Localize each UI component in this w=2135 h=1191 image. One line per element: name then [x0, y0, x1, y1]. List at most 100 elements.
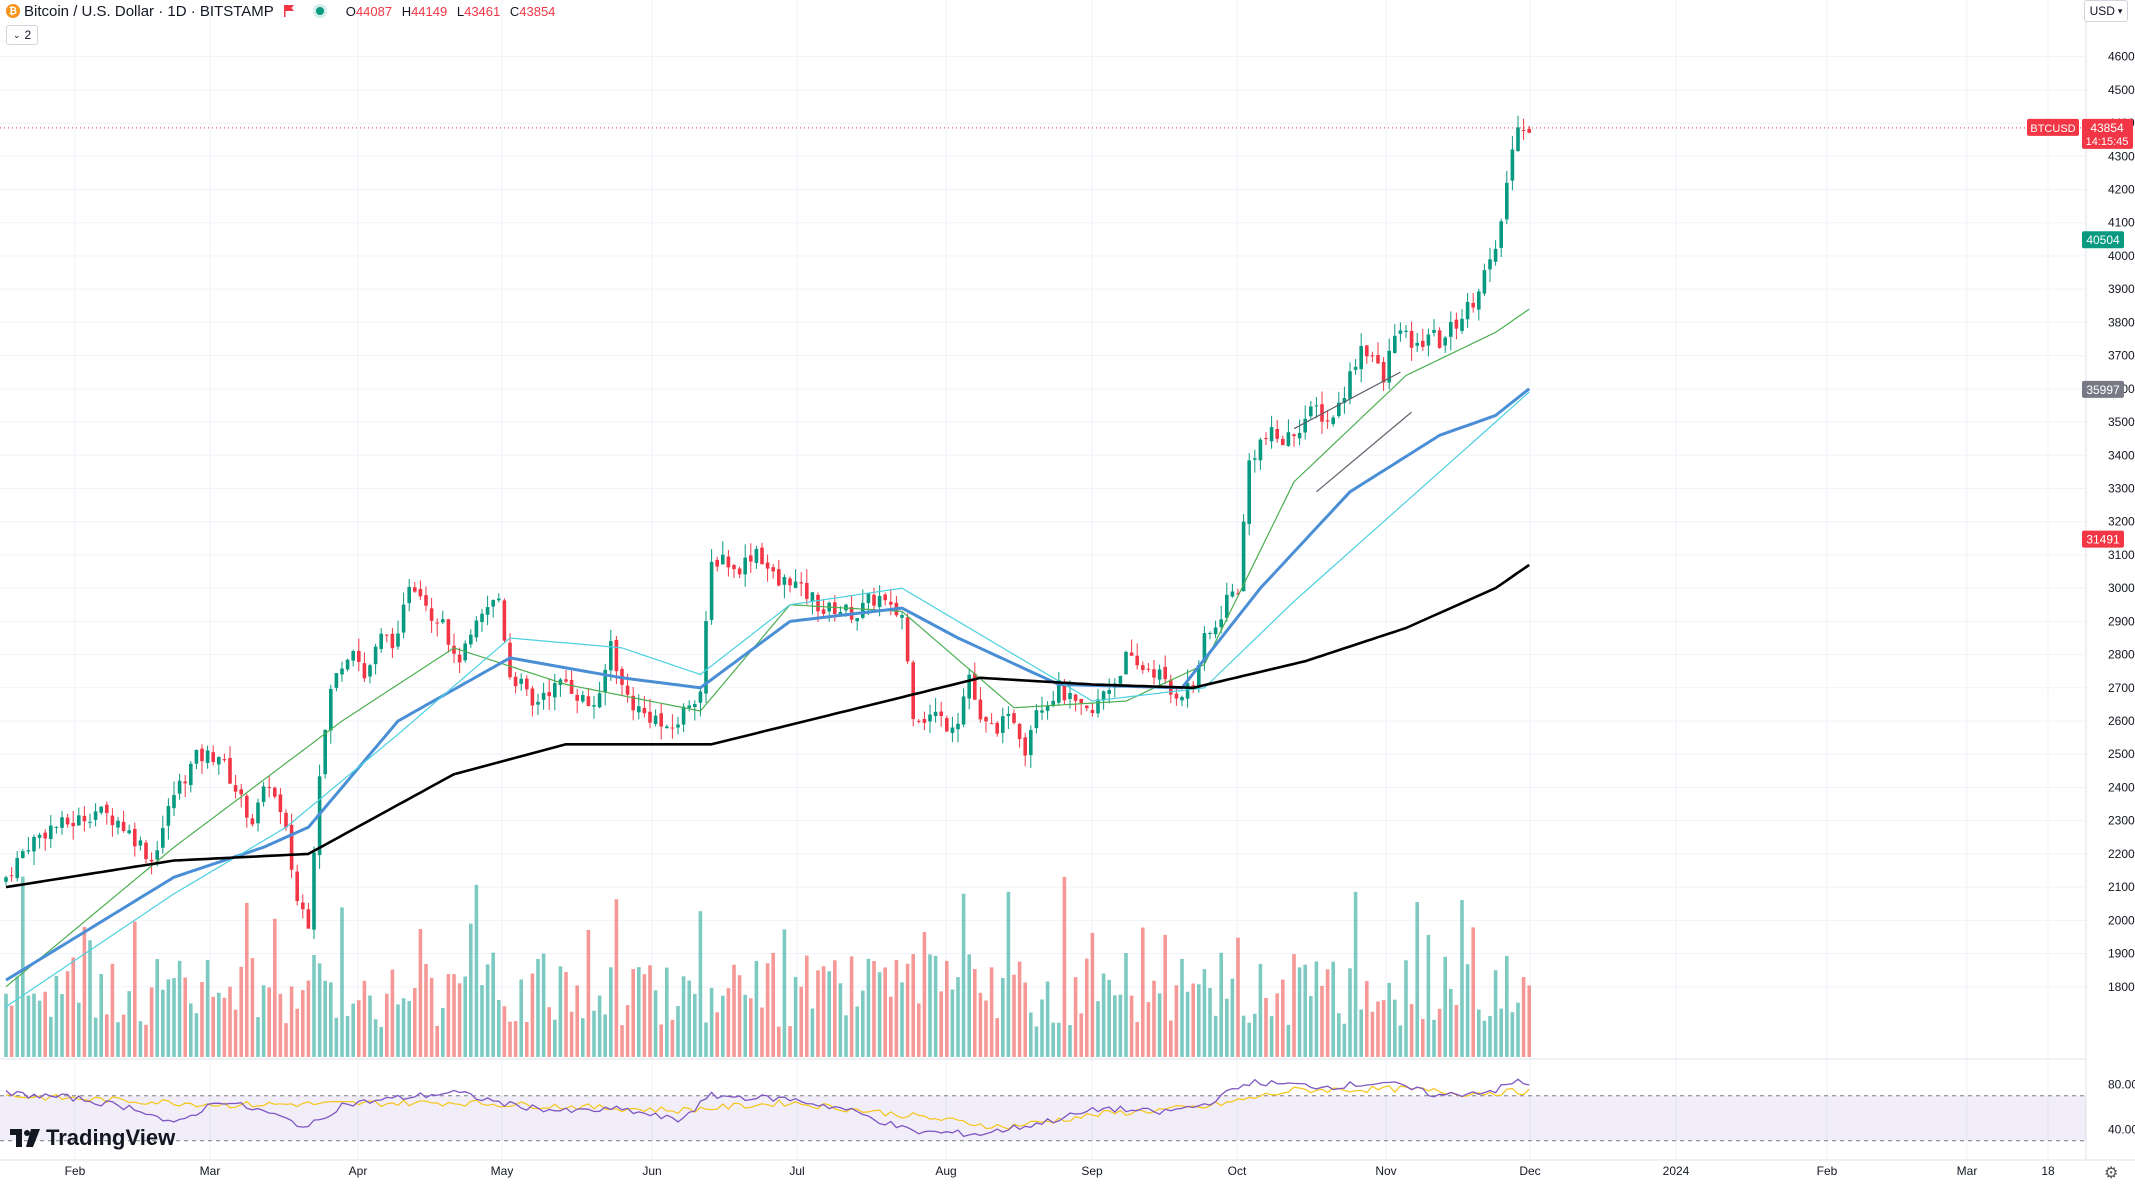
moving-average-line: [5, 563, 1530, 889]
volume-bar: [295, 1008, 299, 1057]
candle-body: [43, 832, 47, 839]
volume-bar: [754, 960, 759, 1057]
candle-body: [1225, 594, 1229, 618]
volume-bar: [194, 1013, 199, 1057]
candle-body: [1085, 705, 1089, 709]
volume-bar: [32, 993, 36, 1057]
volume-bar: [429, 977, 434, 1057]
volume-bar: [833, 960, 837, 1057]
candle-body: [950, 727, 955, 733]
volume-bar: [564, 972, 568, 1057]
candle-body: [743, 557, 747, 575]
indicators-toggle-button[interactable]: ⌄ 2: [6, 25, 39, 45]
volume-bar: [1281, 979, 1285, 1057]
volume-bar: [301, 990, 305, 1057]
volume-bar: [1516, 1002, 1520, 1057]
volume-bar: [245, 902, 249, 1057]
volume-bar: [340, 907, 344, 1057]
candle-body: [978, 699, 983, 720]
volume-bar: [43, 991, 47, 1057]
volume-bar: [329, 982, 333, 1057]
y-tick-label: 19000: [2108, 947, 2135, 961]
candle-body: [1051, 700, 1055, 707]
candle-body: [1376, 354, 1380, 364]
volume-bar: [1118, 994, 1123, 1057]
volume-bar: [525, 1022, 529, 1057]
candle-body: [1034, 710, 1039, 729]
volume-bar: [1393, 999, 1397, 1057]
flag-icon[interactable]: [283, 5, 294, 17]
candle-body: [1253, 458, 1257, 460]
candle-body: [1146, 668, 1151, 670]
volume-bar: [357, 1000, 361, 1057]
volume-bar: [889, 996, 893, 1057]
currency-select[interactable]: USD ▾: [2084, 0, 2128, 22]
bitcoin-coin-icon[interactable]: ₿: [6, 4, 20, 18]
candle-body: [1096, 699, 1100, 714]
candle-body: [1107, 690, 1111, 694]
candle-body: [597, 693, 602, 708]
volume-bar: [26, 995, 31, 1057]
moving-average-line: [5, 391, 1530, 1008]
volume-bar: [603, 1014, 607, 1057]
candle-body: [939, 711, 943, 717]
candle-body: [525, 678, 529, 690]
candle-body: [642, 707, 647, 714]
x-tick-label: Feb: [1817, 1164, 1838, 1178]
volume-bar: [435, 1025, 439, 1057]
volume-bar: [166, 979, 171, 1057]
volume-bar: [665, 967, 669, 1057]
volume-bar: [967, 954, 971, 1057]
volume-bar: [390, 969, 395, 1057]
candle-body: [1365, 345, 1369, 357]
candle-body: [37, 834, 42, 838]
candle-body: [1471, 302, 1475, 308]
volume-bar: [1303, 964, 1307, 1057]
volume-bar: [1085, 958, 1089, 1057]
volume-bar: [883, 967, 887, 1057]
volume-bar: [1432, 1019, 1436, 1057]
settings-gear-icon[interactable]: ⚙: [2104, 1165, 2119, 1182]
candle-body: [273, 787, 277, 797]
volume-bar: [1376, 1001, 1380, 1057]
candle-body: [362, 663, 367, 679]
candle-body: [1219, 619, 1223, 628]
candle-body: [289, 824, 294, 870]
volume-bar: [1185, 991, 1190, 1057]
tradingview-logo[interactable]: TradingView: [10, 1125, 175, 1151]
candle-body: [967, 674, 971, 699]
symbol-title[interactable]: Bitcoin / U.S. Dollar · 1D · BITSTAMP: [24, 2, 274, 20]
candle-body: [4, 877, 8, 882]
candle-body: [1493, 248, 1498, 262]
candle-body: [1135, 655, 1139, 666]
candle-body: [144, 842, 148, 860]
candle-body: [659, 713, 663, 727]
candle-body: [1404, 330, 1408, 332]
candle-body: [1353, 366, 1358, 370]
candle-body: [1202, 633, 1207, 663]
volume-bar: [1309, 996, 1313, 1057]
candle-body: [407, 586, 411, 604]
volume-bar: [1236, 937, 1240, 1057]
tradingview-wordmark: TradingView: [46, 1125, 176, 1150]
candle-body: [267, 787, 271, 789]
candle-body: [368, 665, 372, 677]
volume-bar: [1499, 1008, 1503, 1057]
volume-bar: [1269, 1016, 1274, 1057]
volume-bar: [995, 1018, 999, 1057]
y-tick-label: 42000: [2108, 182, 2135, 196]
candle-body: [149, 859, 154, 862]
candle-body: [1432, 330, 1436, 333]
candle-body: [1465, 301, 1470, 320]
volume-bar: [155, 959, 159, 1057]
volume-bar: [704, 1022, 708, 1057]
volume-bar: [1477, 1009, 1481, 1057]
candle-body: [541, 692, 546, 700]
volume-bar: [973, 969, 977, 1057]
volume-bar: [1331, 961, 1335, 1057]
volume-bar: [905, 963, 910, 1057]
volume-bar: [838, 983, 843, 1057]
candle-body: [1068, 692, 1072, 699]
rsi-tick-label: 40.00: [2108, 1123, 2135, 1137]
